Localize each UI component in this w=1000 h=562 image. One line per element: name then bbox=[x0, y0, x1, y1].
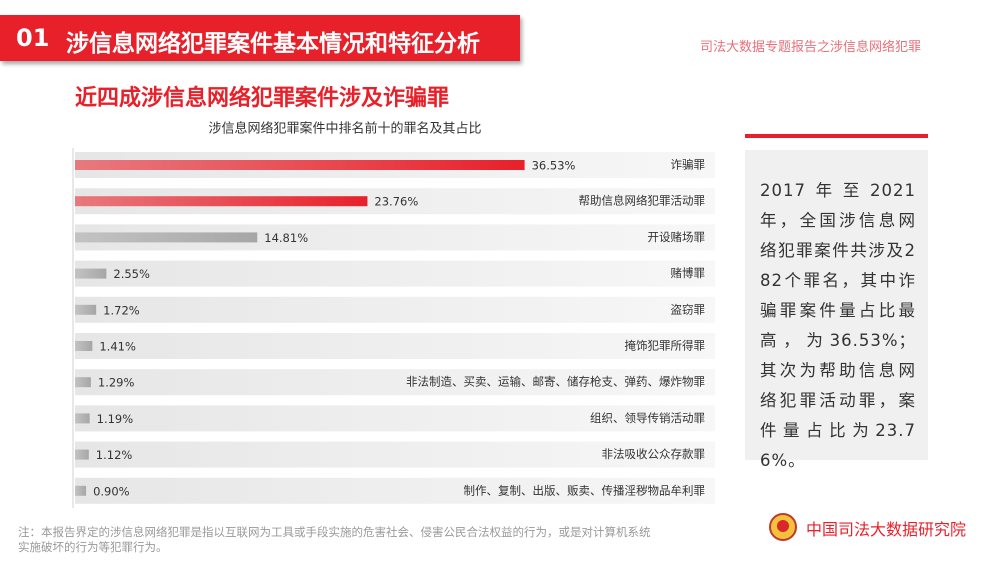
chart: 涉信息网络犯罪案件中排名前十的罪名及其占比 36.53% 诈骗罪 23.76% 帮助信… bbox=[72, 121, 715, 508]
bar bbox=[75, 160, 525, 170]
bar bbox=[75, 485, 87, 496]
footnote: 注：本报告界定的涉信息网络犯罪是指以互联网为工具或手段实施的危害社会、侵害公民合… bbox=[18, 525, 651, 554]
bar bbox=[75, 413, 90, 424]
category-label: 制作、复制、出版、贩卖、传播淫秽物品牟利罪 bbox=[464, 483, 706, 497]
row-background bbox=[75, 477, 715, 504]
value-label: 2.55% bbox=[113, 267, 150, 281]
row-background bbox=[75, 333, 715, 359]
value-label: 1.19% bbox=[97, 412, 134, 426]
value-label: 36.53% bbox=[532, 159, 576, 173]
row-background bbox=[75, 369, 715, 396]
value-label: 23.76% bbox=[374, 195, 418, 209]
value-label: 1.72% bbox=[103, 303, 140, 317]
category-label: 掩饰犯罪所得罪 bbox=[625, 339, 706, 353]
summary-box bbox=[745, 150, 928, 460]
row-background bbox=[75, 405, 715, 432]
value-label: 1.12% bbox=[96, 448, 133, 462]
category-label: 开设赌场罪 bbox=[648, 230, 706, 244]
category-label: 非法制造、买卖、运输、邮寄、储存枪支、弹药、爆炸物罪 bbox=[406, 375, 705, 389]
bar bbox=[75, 341, 93, 351]
value-label: 1.41% bbox=[99, 340, 136, 354]
subtitle: 近四成涉信息网络犯罪案件涉及诈骗罪 bbox=[75, 86, 450, 111]
bar bbox=[75, 449, 89, 460]
category-label: 非法吸收公众存款罪 bbox=[602, 447, 706, 461]
section-number: 01 bbox=[16, 24, 50, 52]
emblem bbox=[769, 513, 797, 541]
bar bbox=[75, 268, 107, 279]
summary-text: 2017年至2021年，全国涉信息网络犯罪案件共涉及282个罪名，其中诈骗罪案件… bbox=[760, 181, 916, 470]
section-title: 涉信息网络犯罪案件基本情况和特征分析 bbox=[66, 31, 480, 57]
category-label: 赌博罪 bbox=[671, 266, 706, 280]
bar bbox=[75, 304, 97, 315]
value-label: 14.81% bbox=[264, 231, 308, 245]
chart-title: 涉信息网络犯罪案件中排名前十的罪名及其占比 bbox=[208, 121, 481, 137]
category-label: 盗窃罪 bbox=[671, 302, 706, 316]
row-background bbox=[75, 260, 715, 287]
bar bbox=[75, 196, 368, 207]
row-background bbox=[75, 441, 715, 468]
value-label: 0.90% bbox=[93, 484, 130, 498]
row-background bbox=[75, 296, 715, 323]
bar bbox=[75, 377, 91, 388]
summary-accent bbox=[745, 134, 928, 138]
header-band bbox=[0, 15, 520, 61]
organization: 中国司法大数据研究院 bbox=[806, 520, 967, 539]
category-label: 诈骗罪 bbox=[671, 158, 706, 172]
value-label: 1.29% bbox=[98, 376, 135, 390]
category-label: 帮助信息网络犯罪活动罪 bbox=[579, 194, 706, 208]
bar bbox=[75, 232, 258, 243]
report-name: 司法大数据专题报告之涉信息网络犯罪 bbox=[700, 40, 922, 55]
category-label: 组织、领导传销活动罪 bbox=[590, 411, 705, 425]
